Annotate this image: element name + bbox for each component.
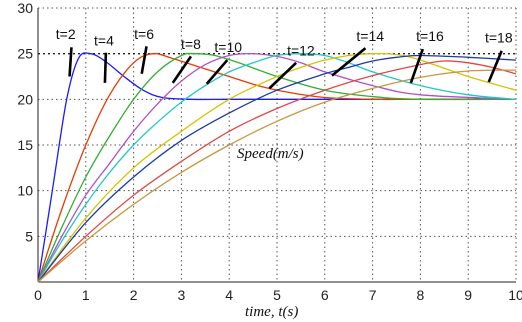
y-tick-label: 15 (17, 137, 33, 153)
x-tick-label: 0 (34, 287, 42, 303)
series-line (37, 69, 517, 283)
x-tick-labels: 0 1 2 3 4 5 6 7 8 9 10 (34, 287, 522, 303)
annotation-label: t=8 (181, 36, 201, 52)
x-tick-label: 7 (369, 287, 377, 303)
annotation-label: t=16 (416, 28, 444, 44)
x-tick-label: 6 (321, 287, 329, 303)
speed-label: Speed(m/s) (237, 146, 304, 162)
annotation-label: t=4 (94, 32, 114, 48)
x-tick-label: 3 (178, 287, 186, 303)
annotation-label: t=12 (287, 42, 315, 58)
annotation-label: t=2 (56, 26, 76, 42)
grid-lines (38, 7, 517, 282)
series-line (37, 53, 517, 283)
x-tick-label: 2 (130, 287, 138, 303)
y-tick-label: 20 (17, 91, 33, 107)
annotation-pointer (268, 61, 298, 90)
annotation-label: t=14 (356, 28, 384, 44)
annotation-label: t=10 (214, 39, 242, 55)
y-tick-label: 10 (17, 183, 33, 199)
y-tick-label: 30 (17, 0, 33, 16)
annotation-label: t=18 (485, 30, 513, 46)
x-axis-title: time, t(s) (245, 304, 298, 320)
y-tick-label: 25 (17, 46, 33, 62)
x-tick-label: 9 (464, 287, 472, 303)
y-tick-label: 5 (25, 228, 33, 244)
annotation-pointer (409, 48, 425, 84)
annotation-pointer (331, 47, 367, 77)
annotation-pointer (140, 46, 148, 74)
y-tick-labels: 5 10 15 20 25 30 (17, 0, 33, 244)
annotation-pointer (205, 59, 229, 85)
x-tick-label: 8 (417, 287, 425, 303)
x-tick-label: 1 (82, 287, 90, 303)
annotation-label: t=6 (134, 26, 154, 42)
series-line (37, 52, 517, 283)
x-tick-label: 4 (225, 287, 233, 303)
curve-annotations: t=2 t=4 t=6 t=8 t=10 t=12 t=14 t=16 t=18 (56, 26, 513, 90)
annotation-pointer (103, 52, 108, 83)
annotation-pointer (487, 50, 503, 83)
annotation-pointer (171, 55, 193, 84)
annotation-pointer (68, 47, 73, 77)
series-line (37, 52, 517, 283)
series-line (37, 52, 517, 283)
x-tick-label: 5 (273, 287, 281, 303)
x-tick-label: 10 (508, 287, 522, 303)
series-line (37, 60, 517, 283)
